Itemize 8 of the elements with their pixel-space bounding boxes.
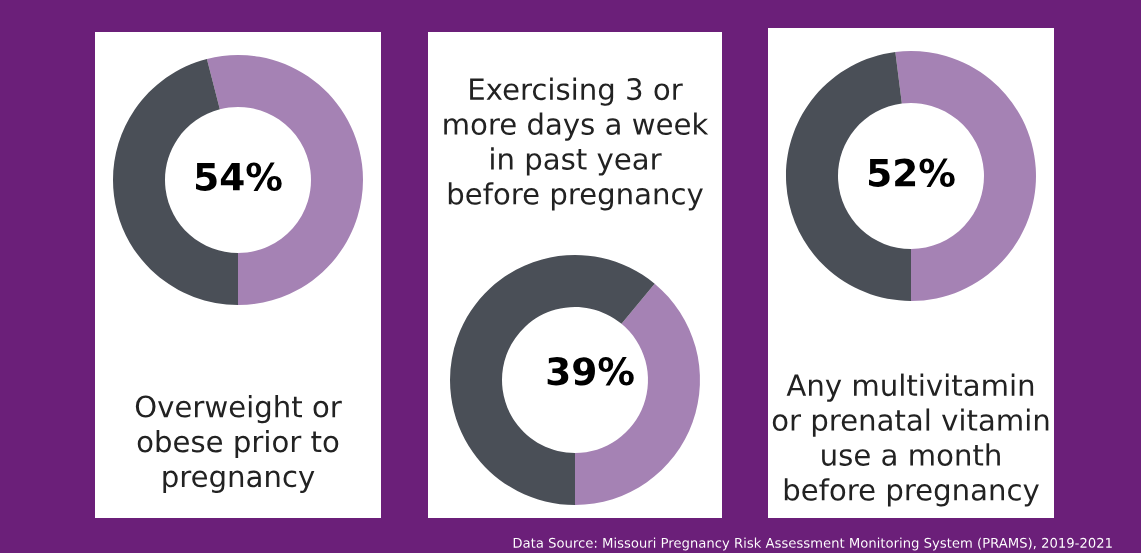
text: Overweight or obese prior to pregnancy: [135, 395, 342, 493]
chart-title: Exercising 3 or more days a week in past year before pregnancy: [444, 77, 709, 211]
donut-slice: [450, 255, 655, 505]
data-label: 54%: [196, 162, 282, 191]
text: Any multivitamin or prenatal vitamin use a month before pregnancy: [772, 373, 1049, 507]
data-label: 39%: [547, 357, 634, 386]
source-note: Data Source: Missouri Pregnancy Risk Assessment Monitoring System (PRAMS), 2019-2021: [513, 537, 1112, 551]
data-label: 52%: [869, 158, 955, 187]
